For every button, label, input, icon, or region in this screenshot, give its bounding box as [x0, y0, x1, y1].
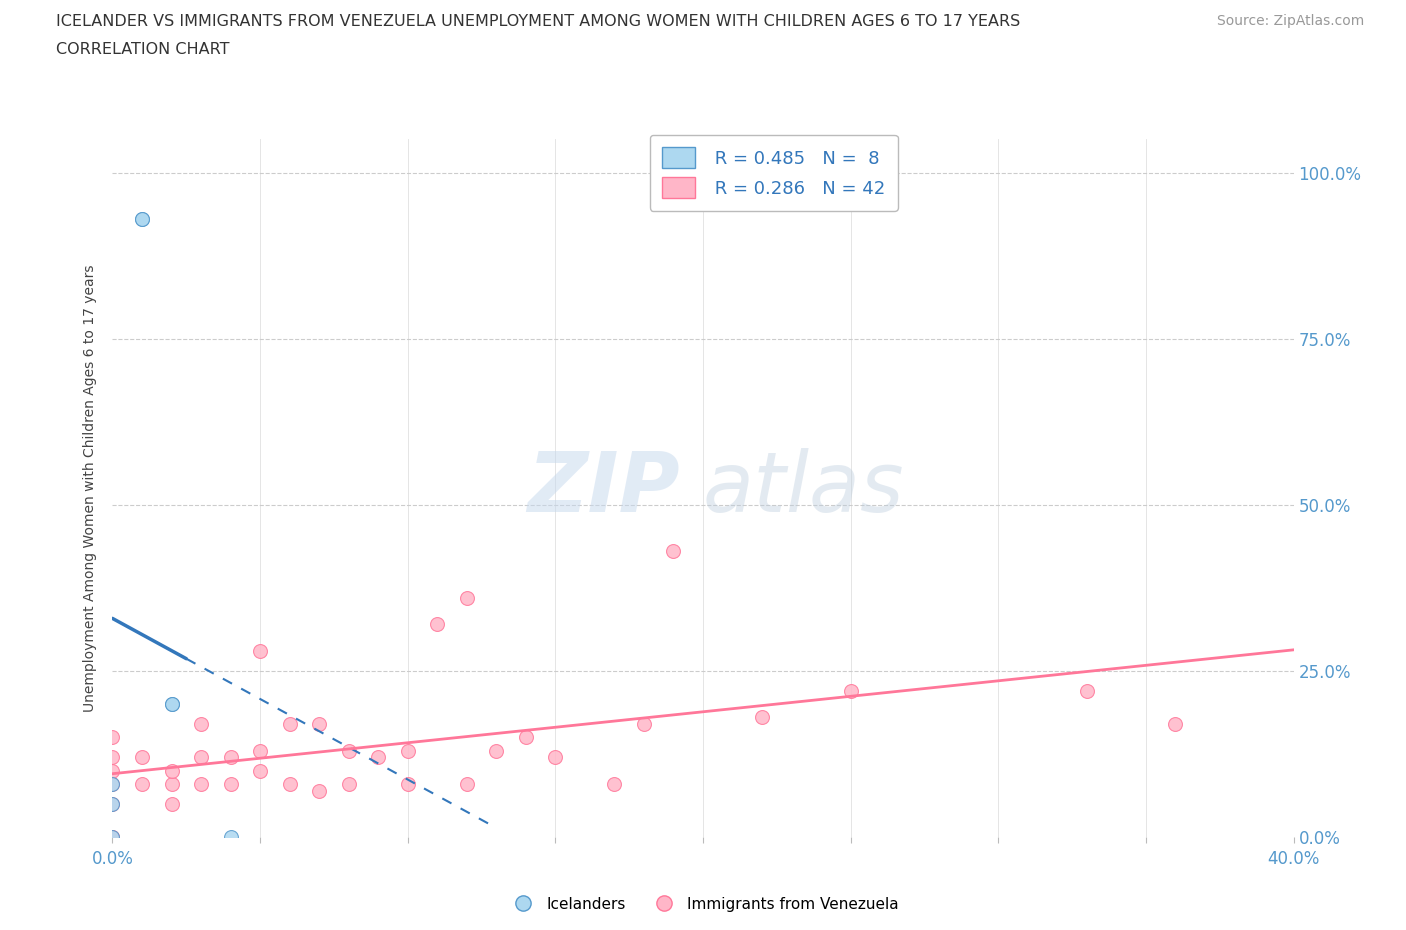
- Point: [337, 777, 360, 791]
- Point: [839, 684, 862, 698]
- Point: [101, 830, 124, 844]
- Point: [131, 750, 153, 764]
- Point: [190, 750, 212, 764]
- Point: [131, 212, 153, 227]
- Point: [160, 697, 183, 711]
- Point: [426, 617, 449, 631]
- Point: [396, 743, 419, 758]
- Point: [456, 591, 478, 605]
- Point: [101, 750, 124, 764]
- Point: [603, 777, 626, 791]
- Legend:  R = 0.485   N =  8,  R = 0.286   N = 42: R = 0.485 N = 8, R = 0.286 N = 42: [650, 135, 898, 210]
- Point: [751, 710, 773, 724]
- Point: [160, 777, 183, 791]
- Point: [1164, 717, 1187, 732]
- Point: [101, 777, 124, 791]
- Point: [190, 717, 212, 732]
- Legend: Icelanders, Immigrants from Venezuela: Icelanders, Immigrants from Venezuela: [502, 891, 904, 918]
- Point: [367, 750, 389, 764]
- Point: [101, 730, 124, 745]
- Point: [396, 777, 419, 791]
- Point: [101, 830, 124, 844]
- Point: [101, 830, 124, 844]
- Point: [278, 717, 301, 732]
- Point: [337, 743, 360, 758]
- Text: atlas: atlas: [703, 447, 904, 529]
- Text: ICELANDER VS IMMIGRANTS FROM VENEZUELA UNEMPLOYMENT AMONG WOMEN WITH CHILDREN AG: ICELANDER VS IMMIGRANTS FROM VENEZUELA U…: [56, 14, 1021, 29]
- Point: [219, 777, 242, 791]
- Text: CORRELATION CHART: CORRELATION CHART: [56, 42, 229, 57]
- Point: [249, 743, 271, 758]
- Point: [190, 777, 212, 791]
- Point: [633, 717, 655, 732]
- Point: [101, 764, 124, 778]
- Point: [160, 764, 183, 778]
- Point: [278, 777, 301, 791]
- Point: [249, 644, 271, 658]
- Text: Source: ZipAtlas.com: Source: ZipAtlas.com: [1216, 14, 1364, 28]
- Point: [101, 777, 124, 791]
- Point: [131, 777, 153, 791]
- Point: [160, 697, 183, 711]
- Text: ZIP: ZIP: [527, 447, 679, 529]
- Point: [160, 796, 183, 811]
- Point: [308, 717, 330, 732]
- Point: [1076, 684, 1098, 698]
- Point: [101, 796, 124, 811]
- Y-axis label: Unemployment Among Women with Children Ages 6 to 17 years: Unemployment Among Women with Children A…: [83, 264, 97, 712]
- Point: [219, 830, 242, 844]
- Point: [544, 750, 567, 764]
- Point: [308, 783, 330, 798]
- Point: [485, 743, 508, 758]
- Point: [456, 777, 478, 791]
- Point: [515, 730, 537, 745]
- Point: [219, 750, 242, 764]
- Point: [249, 764, 271, 778]
- Point: [131, 212, 153, 227]
- Point: [662, 544, 685, 559]
- Point: [101, 796, 124, 811]
